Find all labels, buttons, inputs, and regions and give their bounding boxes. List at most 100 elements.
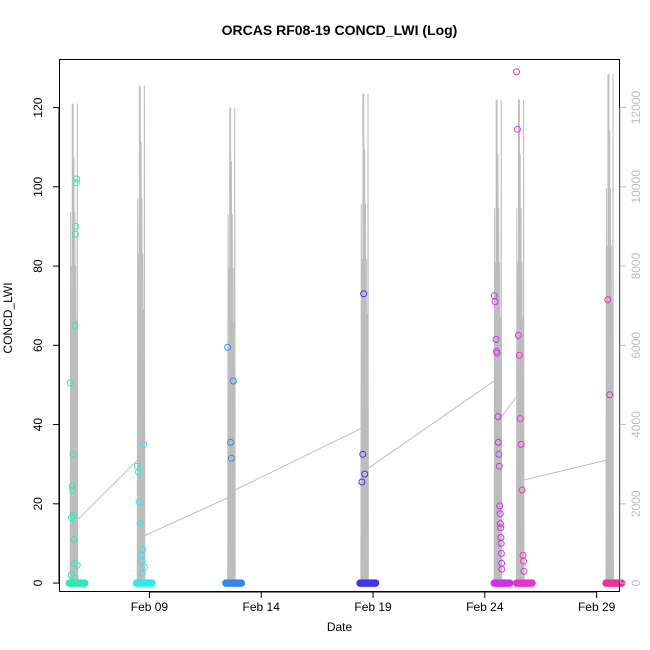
altitude-flight-3 — [227, 107, 236, 584]
data-point — [68, 482, 76, 490]
x-axis-label: Date — [327, 620, 353, 634]
data-point — [139, 569, 146, 577]
altitude-trace — [69, 73, 614, 584]
y-tick-label: 120 — [31, 97, 45, 117]
data-point — [496, 510, 504, 518]
data-point — [494, 413, 502, 421]
data-point — [494, 438, 502, 446]
altitude-connector-3 — [234, 428, 362, 491]
data-point — [66, 379, 74, 387]
altitude-flight-4 — [360, 93, 369, 584]
altitude-flight-6 — [516, 99, 525, 584]
data-point — [69, 486, 77, 494]
y2-tick-label: 8000 — [629, 252, 643, 279]
data-point — [71, 322, 79, 329]
data-points — [65, 68, 626, 587]
data-point — [72, 222, 80, 230]
data-point — [71, 230, 79, 238]
altitude-flight-7 — [605, 73, 614, 584]
altitude-connector-1 — [77, 459, 138, 521]
x-tick-label: Feb 09 — [131, 600, 169, 614]
y-axis-right: 0 2000 4000 6000 8000 10000 12000 — [619, 91, 643, 586]
y-tick-label: 100 — [31, 176, 45, 196]
y2-tick-label: 12000 — [629, 91, 643, 125]
data-point-near-zero — [237, 579, 246, 587]
x-tick-label: Feb 24 — [466, 600, 504, 614]
y2-tick-label: 6000 — [629, 332, 643, 359]
altitude-connector-5 — [501, 396, 517, 417]
data-point — [513, 68, 520, 76]
data-point — [497, 549, 505, 557]
data-point — [491, 298, 499, 306]
y-axis-left: 0 20 40 60 80 100 120 — [31, 97, 60, 586]
y2-tick-label: 10000 — [629, 170, 643, 204]
x-tick-label: Feb 29 — [578, 600, 616, 614]
data-point — [495, 450, 503, 458]
data-point — [72, 179, 80, 187]
data-point — [606, 391, 614, 399]
data-point — [520, 567, 528, 575]
y-tick-label: 0 — [31, 579, 45, 586]
data-point-near-zero — [371, 579, 380, 587]
y-tick-label: 60 — [31, 338, 45, 352]
y-tick-label: 80 — [31, 259, 45, 273]
data-point — [69, 450, 77, 458]
data-point — [358, 478, 366, 486]
data-point — [517, 440, 525, 448]
data-point — [359, 450, 367, 458]
data-point — [227, 438, 234, 446]
data-point — [520, 557, 527, 565]
data-point — [604, 296, 612, 304]
altitude-flight-2 — [136, 85, 146, 584]
data-point — [498, 565, 506, 573]
data-point — [361, 470, 369, 478]
data-point — [514, 331, 522, 339]
data-point — [516, 415, 524, 423]
data-point — [136, 520, 144, 528]
data-point — [134, 468, 142, 476]
x-tick-label: Feb 14 — [243, 600, 281, 614]
data-point — [513, 125, 521, 133]
y2-tick-label: 2000 — [629, 490, 643, 517]
data-point — [70, 512, 77, 520]
data-point — [229, 377, 237, 385]
data-point — [496, 520, 504, 528]
altitude-connector-4 — [368, 380, 495, 469]
data-point — [497, 539, 505, 547]
data-point — [140, 440, 148, 448]
altitude-connector-2 — [144, 497, 228, 536]
x-axis: Feb 09 Feb 14 Feb 19 Feb 24 Feb 29 — [131, 591, 616, 614]
data-point — [515, 351, 523, 359]
data-point — [492, 335, 500, 343]
data-point — [139, 545, 147, 553]
data-point-near-zero — [528, 579, 536, 587]
y-tick-label: 20 — [31, 497, 45, 511]
data-point — [224, 343, 232, 351]
data-point — [70, 536, 78, 543]
altitude-flight-5 — [493, 99, 503, 584]
y-tick-label: 40 — [31, 418, 45, 432]
data-point-near-zero — [81, 579, 89, 587]
chart-title: ORCAS RF08-19 CONCD_LWI (Log) — [222, 22, 458, 38]
data-point — [360, 290, 368, 298]
altitude-connector-6 — [523, 459, 607, 481]
data-point — [493, 349, 501, 357]
y-axis-label: CONCD_LWI — [1, 282, 15, 353]
altitude-flight-1 — [69, 103, 79, 584]
data-point — [227, 454, 235, 462]
data-point-near-zero — [148, 579, 156, 587]
data-point — [497, 524, 505, 532]
y2-tick-label: 0 — [629, 579, 643, 586]
y2-tick-label: 4000 — [629, 411, 643, 438]
data-point-near-zero — [506, 579, 514, 587]
data-point — [518, 486, 526, 494]
data-point — [496, 502, 504, 510]
data-point — [73, 561, 81, 569]
x-tick-label: Feb 19 — [354, 600, 392, 614]
data-point — [138, 557, 146, 565]
data-point — [68, 514, 76, 522]
data-point — [135, 498, 143, 506]
data-point — [73, 175, 81, 183]
